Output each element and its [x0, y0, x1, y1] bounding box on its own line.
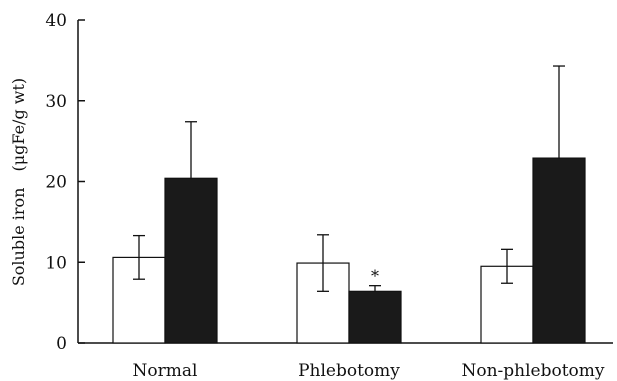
- y-tick-label: 10: [45, 253, 67, 273]
- y-ticks: 0 10 20 30 40: [45, 11, 85, 354]
- category-label: Phlebotomy: [298, 361, 400, 381]
- y-tick-label: 40: [45, 11, 67, 31]
- category-label: Non-phlebotomy: [461, 361, 604, 381]
- significance-marker: *: [371, 267, 379, 286]
- bar-normal-black: [164, 177, 218, 344]
- bar-phlebotomy-black: [348, 290, 402, 344]
- annotations: *: [371, 267, 379, 286]
- y-tick-label: 30: [45, 92, 67, 112]
- y-tick-label: 0: [56, 334, 67, 354]
- bar-non-phlebotomy-black: [532, 157, 586, 344]
- y-axis-title: Soluble iron (μgFe/g wt): [9, 78, 28, 286]
- category-label: Normal: [133, 361, 198, 381]
- error-bars: [133, 65, 565, 292]
- category-labels: Normal Phlebotomy Non-phlebotomy: [133, 361, 605, 381]
- bars: [112, 157, 586, 344]
- y-tick-label: 20: [45, 173, 67, 193]
